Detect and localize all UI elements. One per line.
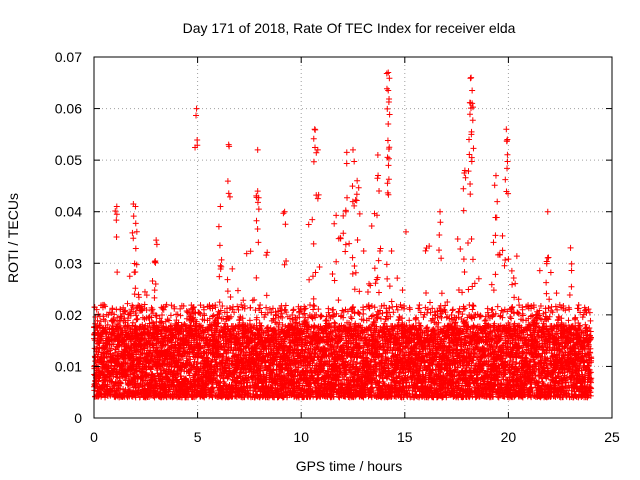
data-point [95,378,102,385]
data-point [107,350,114,357]
data-point [102,303,109,310]
data-point [102,318,109,325]
data-point [104,382,111,389]
data-point [91,332,98,339]
data-point [102,394,109,401]
data-point [108,345,115,352]
data-point [104,321,111,328]
data-point [91,362,98,369]
data-points [91,69,595,401]
data-point [94,317,101,324]
data-point [93,306,100,313]
